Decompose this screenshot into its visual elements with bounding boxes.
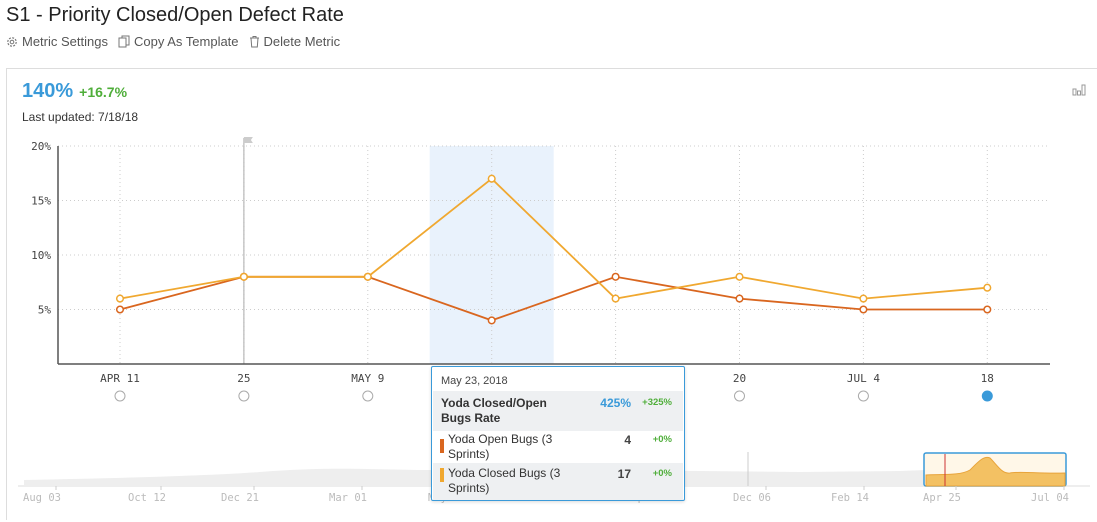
data-point [239,272,248,281]
metric-settings-label: Metric Settings [22,34,108,49]
tooltip-row-label: Yoda Open Bugs (3 Sprints) [448,432,553,461]
x-tick-label: MAY 9 [351,372,384,385]
navigator-window-area [925,456,1066,487]
tooltip-row-value: 17 [617,467,631,481]
last-updated: Last updated: 7/18/18 [22,110,139,124]
x-tick-label: 20 [733,372,746,385]
metric-toolbar: Metric Settings Copy As Template Delete … [6,34,340,49]
date-selector-dot [981,390,993,402]
tooltip-date: May 23, 2018 [441,375,508,387]
metric-card [6,68,1097,520]
navigator-label: Feb 14 [831,492,869,504]
tooltip-row-label: Yoda Closed Bugs (3 Sprints) [448,466,561,495]
data-point [735,272,744,281]
data-point [859,305,868,314]
tooltip-row-value: 425% [600,396,631,410]
data-point [611,272,620,281]
date-selector-dot [734,390,745,402]
flag-icon [243,137,253,143]
x-tick-label: JUL 4 [847,372,880,385]
tooltip-row-open-bugs: Yoda Open Bugs (3 Sprints) 4 +0% [433,431,683,463]
x-tick-label: 18 [981,372,994,385]
trash-icon [249,35,260,48]
x-tick-label: APR 11 [100,372,140,385]
tooltip-row-label: Yoda Closed/Open Bugs Rate [441,396,547,425]
open-bugs-swatch [440,439,444,453]
data-point [363,272,372,281]
x-tick-label: 25 [237,372,250,385]
data-point [735,294,744,303]
delete-metric-label: Delete Metric [263,34,341,49]
series-line [119,177,988,300]
data-point [983,283,992,292]
tooltip-row-change: +0% [652,468,672,479]
chart-tooltip: May 23, 2018 Yoda Closed/Open Bugs Rate … [431,366,685,501]
page-title: S1 - Priority Closed/Open Defect Rate [6,4,344,26]
tooltip-row-value: 4 [624,433,631,447]
navigator-label: Aug 03 [23,492,61,504]
y-tick-label: 5% [38,304,52,317]
tooltip-row-closed-bugs: Yoda Closed Bugs (3 Sprints) 17 +0% [433,463,683,500]
date-selector-dot [238,390,250,402]
metric-value: 140% [22,80,74,102]
closed-bugs-swatch [440,468,444,482]
data-point [859,294,868,303]
navigator-label: Oct 12 [128,492,166,504]
navigator-label: Jul 04 [1031,492,1069,504]
gear-icon [6,36,18,48]
copy-icon [118,35,130,48]
data-point [487,316,496,325]
bar-chart-icon[interactable] [1072,83,1086,101]
tooltip-row-change: +325% [642,397,672,408]
data-point [115,294,125,303]
metric-change: +16.7% [79,84,128,100]
data-point [611,294,620,303]
tooltip-row-change: +0% [652,434,672,445]
navigator-label: Apr 25 [923,492,961,504]
copy-as-template-button[interactable]: Copy As Template [118,34,239,49]
copy-as-template-label: Copy As Template [133,34,239,49]
data-point [487,174,496,183]
y-tick-label: 10% [31,249,51,262]
delete-metric-button[interactable]: Delete Metric [249,34,341,49]
navigator-label: Mar 01 [329,492,367,504]
tooltip-row-rate: Yoda Closed/Open Bugs Rate 425% +325% [433,391,683,431]
metric-summary: 140% +16.7% [22,80,127,103]
y-tick-label: 15% [31,195,51,208]
date-selector-dot [857,390,869,402]
data-point [983,305,992,314]
navigator-label: Dec 06 [733,492,771,504]
date-selector-dot [362,390,374,402]
metric-settings-button[interactable]: Metric Settings [6,34,108,49]
navigator-label: Dec 21 [221,492,259,504]
data-point [115,305,125,314]
date-selector-dot [114,390,126,402]
y-tick-label: 20% [31,140,51,153]
